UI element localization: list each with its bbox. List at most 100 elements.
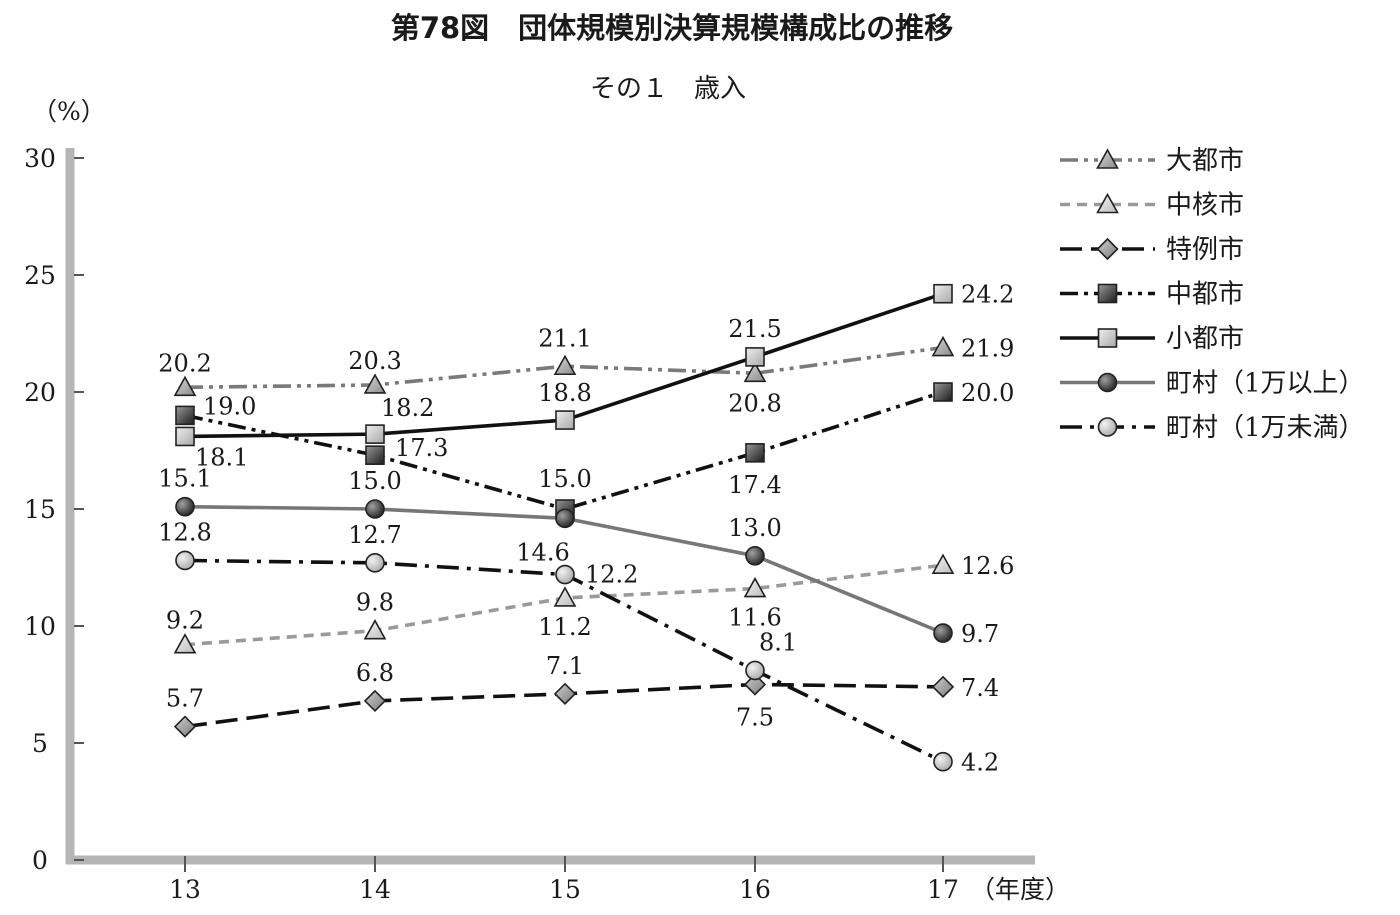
data-point — [175, 426, 195, 447]
data-point — [743, 361, 767, 383]
data-point — [175, 496, 195, 517]
legend-label: 特例市 — [1166, 235, 1244, 265]
data-label: 9.2 — [166, 607, 204, 635]
y-tick-label: 25 — [24, 261, 56, 290]
data-point — [555, 564, 575, 585]
x-tick-label: 14 — [359, 875, 391, 904]
data-point — [173, 375, 197, 397]
data-label: 8.1 — [759, 628, 797, 656]
y-tick-label: 10 — [24, 612, 56, 641]
legend-label: 中核市 — [1166, 191, 1244, 221]
data-labels-layer: 20.2 20.3 21.1 20.8 21.9 9.2 9.8 11.2 11.6 12.6 5.… — [158, 281, 1014, 777]
x-tick-label: 17 — [927, 875, 959, 904]
data-point — [363, 373, 387, 394]
x-tick-label: 13 — [169, 875, 201, 904]
legend-item: 中都市 — [1060, 280, 1244, 310]
legend-marker — [1096, 237, 1119, 261]
data-point — [365, 499, 385, 519]
y-tick-label: 0 — [32, 846, 48, 875]
y-axis-ticks: 0 5 10 15 20 25 30 — [24, 144, 84, 875]
data-label: 12.8 — [158, 518, 211, 546]
data-point — [365, 445, 385, 465]
legend-marker — [1097, 328, 1118, 348]
legend-marker — [1097, 417, 1118, 437]
legend-item: 小都市 — [1060, 324, 1244, 354]
data-label: 20.8 — [728, 389, 781, 417]
legend-label: 町村（1万以上） — [1166, 369, 1365, 399]
data-point — [173, 715, 197, 738]
data-point — [743, 673, 767, 696]
data-label: 21.1 — [538, 324, 591, 352]
data-label: 19.0 — [203, 392, 256, 420]
data-label: 5.7 — [166, 685, 204, 713]
data-label: 9.7 — [961, 620, 999, 648]
data-point — [745, 660, 765, 681]
data-point — [745, 443, 765, 463]
data-label: 7.4 — [961, 674, 999, 702]
data-label: 18.8 — [538, 379, 591, 407]
data-label: 4.2 — [961, 749, 999, 777]
legend-label: 小都市 — [1166, 324, 1244, 354]
data-label: 21.9 — [961, 335, 1014, 363]
data-label: 12.7 — [348, 521, 401, 549]
legend-item: 町村（1万未満） — [1060, 413, 1365, 443]
data-label: 14.6 — [516, 538, 569, 566]
legend-marker — [1096, 192, 1119, 214]
legend-item: 大都市 — [1060, 146, 1244, 176]
legend-label: 町村（1万未満） — [1166, 413, 1365, 443]
data-label: 15.1 — [158, 465, 211, 493]
y-tick-label: 30 — [24, 144, 56, 173]
data-point — [933, 751, 953, 772]
data-point — [745, 545, 765, 566]
data-point — [555, 410, 575, 430]
data-point — [365, 553, 385, 573]
data-point — [933, 283, 953, 304]
data-point — [743, 576, 767, 598]
data-label: 6.8 — [356, 659, 394, 687]
y-axis-unit: （%） — [32, 97, 106, 126]
legend-marker — [1097, 283, 1118, 304]
data-label: 11.6 — [728, 604, 781, 632]
data-point — [363, 689, 387, 713]
series-layer: 20.2 20.3 21.1 20.8 21.9 9.2 9.8 11.2 11.6 12.6 5.… — [158, 281, 1014, 777]
data-label: 21.5 — [728, 315, 781, 343]
legend-item: 中核市 — [1060, 191, 1244, 221]
axes — [65, 148, 1035, 865]
data-label: 17.4 — [728, 471, 781, 499]
data-point — [931, 675, 955, 698]
data-point — [931, 553, 955, 574]
data-point — [555, 508, 575, 529]
data-label: 17.3 — [395, 434, 448, 462]
data-point — [745, 347, 765, 367]
data-point — [553, 354, 577, 376]
x-tick-label: 15 — [549, 875, 581, 904]
data-point — [363, 619, 387, 640]
markers-layer — [173, 283, 955, 772]
data-point — [931, 335, 955, 357]
data-point — [175, 405, 195, 426]
legend-item: 町村（1万以上） — [1060, 369, 1365, 399]
data-label: 12.2 — [585, 561, 638, 589]
legend-label: 中都市 — [1166, 280, 1244, 310]
data-point — [175, 550, 195, 571]
data-point — [933, 382, 953, 402]
legend-marker — [1096, 148, 1119, 169]
y-tick-label: 15 — [24, 495, 56, 524]
data-label: 20.3 — [348, 347, 401, 375]
legend-label: 大都市 — [1166, 146, 1244, 176]
y-tick-label: 20 — [24, 378, 56, 407]
data-label: 20.2 — [158, 349, 211, 377]
data-label: 15.0 — [538, 465, 591, 493]
data-label: 20.0 — [961, 379, 1014, 407]
data-point — [553, 682, 577, 705]
x-axis-unit: （年度） — [970, 875, 1070, 904]
data-label: 7.5 — [736, 704, 774, 732]
data-point — [933, 623, 953, 643]
y-tick-label: 5 — [32, 729, 48, 758]
data-point — [365, 424, 385, 444]
legend-marker — [1097, 372, 1118, 393]
chart-subtitle: その１ 歳入 — [590, 74, 746, 104]
chart-title: 第78図 団体規模別決算規模構成比の推移 — [391, 11, 953, 45]
